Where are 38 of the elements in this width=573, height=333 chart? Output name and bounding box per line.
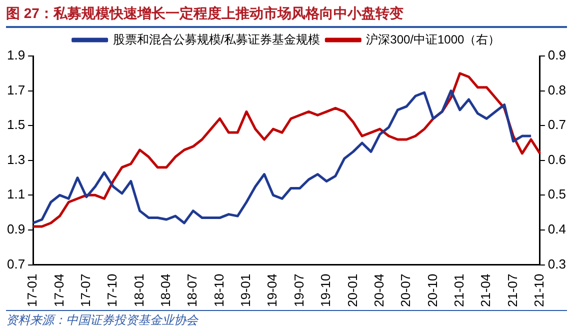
x-tick-label: 19-07 — [291, 274, 306, 307]
x-tick-label: 19-10 — [318, 274, 334, 307]
x-tick-label: 19-01 — [238, 274, 254, 307]
y-tick-label: 1.1 — [6, 186, 26, 202]
y-tick-label: 0.9 — [6, 222, 26, 237]
x-tick-label: 20-07 — [398, 274, 414, 307]
legend-label: 股票和混合公募规模/私募证券基金规模 — [112, 32, 320, 46]
y-tick-label: 1.5 — [6, 117, 26, 132]
y2-tick-label: 0.4 — [548, 222, 566, 237]
y-tick-label: 1.7 — [6, 82, 26, 98]
x-tick-label: 18-04 — [158, 274, 174, 307]
y-tick-label: 1.3 — [6, 152, 26, 167]
y-tick-label: 0.7 — [6, 256, 26, 272]
x-tick-label: 18-10 — [211, 274, 226, 307]
y2-tick-label: 0.8 — [548, 82, 566, 98]
y-tick-label: 1.9 — [6, 48, 26, 63]
x-tick-label: 21-10 — [532, 274, 547, 307]
x-tick-label: 21-04 — [478, 274, 494, 307]
y2-tick-label: 0.9 — [548, 48, 566, 63]
y2-tick-label: 0.7 — [548, 117, 566, 132]
x-tick-label: 18-01 — [131, 274, 146, 307]
x-tick-label: 19-04 — [264, 274, 280, 307]
chart-title: 图 27：私募规模快速增长一定程度上推动市场风格向中小盘转变 — [6, 2, 567, 28]
x-tick-label: 20-04 — [371, 274, 386, 307]
x-tick-label: 17-01 — [24, 274, 40, 307]
legend-label: 沪深300/中证1000（右） — [366, 32, 500, 46]
x-tick-label: 17-04 — [51, 274, 66, 307]
x-tick-label: 17-10 — [104, 274, 120, 307]
x-tick-label: 18-07 — [184, 274, 200, 307]
x-tick-label: 17-07 — [78, 274, 94, 307]
x-tick-label: 21-07 — [504, 274, 520, 307]
y2-tick-label: 0.6 — [548, 152, 566, 167]
x-tick-label: 20-01 — [344, 274, 360, 307]
y2-tick-label: 0.5 — [548, 186, 566, 202]
x-tick-label: 21-01 — [451, 274, 466, 307]
text: 资料来源：中国证券投资基金业协会 — [6, 313, 198, 327]
y2-tick-label: 0.3 — [548, 256, 566, 272]
x-tick-label: 20-10 — [424, 274, 440, 307]
